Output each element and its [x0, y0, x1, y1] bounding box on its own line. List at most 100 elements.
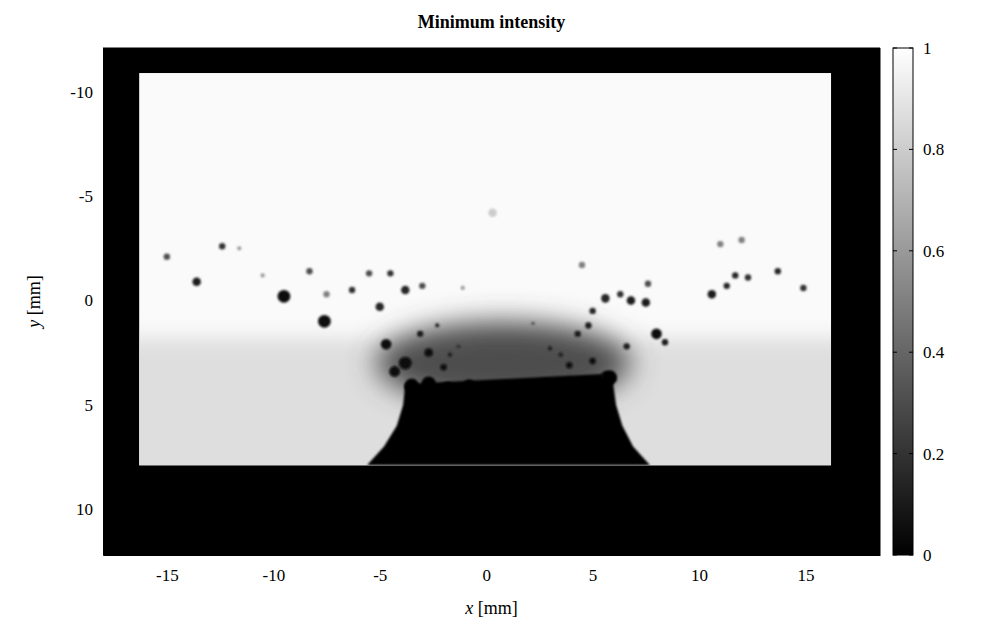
- plot-area: [103, 48, 880, 555]
- colorbar-tick: 0.8: [893, 140, 944, 159]
- x-tick: -15: [156, 549, 179, 585]
- droplet: [192, 277, 201, 286]
- droplet: [732, 272, 738, 278]
- droplet: [349, 287, 355, 293]
- droplet: [375, 302, 384, 311]
- x-tick: 10: [691, 549, 708, 585]
- droplet: [642, 298, 651, 307]
- droplet: [717, 241, 723, 247]
- x-tick-label: 5: [589, 566, 598, 585]
- droplet: [662, 339, 668, 345]
- droplet: [559, 353, 563, 357]
- droplet: [538, 379, 553, 394]
- droplet: [627, 296, 636, 305]
- colorbar-tick: 0.6: [893, 242, 944, 261]
- y-tick-mark: [103, 509, 109, 510]
- droplet: [589, 358, 595, 364]
- colorbar-tick-label: 1: [923, 39, 932, 58]
- droplet: [440, 364, 446, 370]
- field-content: [139, 209, 831, 466]
- droplet: [589, 308, 595, 314]
- x-tick-mark: [593, 549, 594, 555]
- droplet: [461, 286, 465, 290]
- droplet: [486, 382, 499, 395]
- colorbar-tick-label: 0.8: [923, 140, 944, 159]
- droplet: [424, 348, 433, 357]
- colorbar-tick-mark: [909, 149, 913, 150]
- droplet: [488, 209, 497, 218]
- droplet: [366, 270, 372, 276]
- colorbar-tick: 0: [893, 546, 932, 565]
- droplet: [645, 281, 651, 287]
- y-axis: -10 -5 0 5 10: [70, 49, 109, 556]
- x-tick-label: 15: [797, 566, 814, 585]
- droplet: [421, 376, 436, 391]
- colorbar-tick-mark: [893, 352, 897, 353]
- x-axis: -15 -10 -5 0 5 10 15: [104, 549, 881, 585]
- title: Minimum intensity: [418, 12, 566, 32]
- colorbar: 0 0.2 0.4 0.6 0.8 1: [893, 39, 945, 565]
- droplet: [601, 294, 610, 303]
- droplet: [278, 290, 291, 303]
- y-tick-label: 0: [85, 291, 94, 310]
- x-tick-mark: [805, 549, 806, 555]
- droplet: [775, 268, 781, 274]
- x-tick-mark: [167, 549, 168, 555]
- x-tick: -10: [262, 549, 285, 585]
- x-tick-label: -5: [373, 566, 387, 585]
- droplet: [164, 253, 170, 259]
- droplet: [448, 353, 452, 357]
- droplet: [708, 290, 717, 299]
- x-tick-label: 0: [482, 566, 491, 585]
- x-tick-mark: [273, 549, 274, 555]
- x-tick: 15: [797, 549, 814, 585]
- droplet: [585, 322, 591, 328]
- droplet: [318, 315, 331, 328]
- droplet: [306, 268, 312, 274]
- droplet: [417, 331, 423, 337]
- colorbar-tick-mark: [893, 453, 897, 454]
- y-tick: 0: [85, 291, 110, 310]
- frame-right: [880, 48, 881, 555]
- x-tick-label: 10: [691, 566, 708, 585]
- y-tick: -10: [70, 83, 109, 102]
- droplet: [745, 274, 751, 280]
- y-tick-label: -5: [79, 187, 93, 206]
- background: [103, 48, 880, 555]
- y-tick-mark: [103, 92, 109, 93]
- droplet: [237, 246, 241, 250]
- droplet: [602, 370, 617, 385]
- colorbar-tick-mark: [909, 250, 913, 251]
- y-tick-label: -10: [70, 83, 93, 102]
- chart: -15-10-5051015-10-50510Minimum intensity…: [0, 0, 997, 639]
- x-tick: -5: [373, 549, 387, 585]
- droplet: [441, 382, 454, 395]
- droplet: [548, 346, 552, 350]
- droplet: [404, 379, 419, 394]
- droplet: [419, 283, 425, 289]
- colorbar-tick-label: 0.2: [923, 445, 944, 464]
- droplet: [738, 237, 744, 243]
- x-axis-title: x [mm]: [464, 598, 518, 618]
- x-tick: 5: [589, 549, 598, 585]
- droplet: [623, 343, 629, 349]
- droplet: [387, 270, 393, 276]
- colorbar-tick-mark: [909, 48, 913, 49]
- x-tick: 0: [482, 549, 491, 585]
- droplet: [389, 366, 400, 377]
- droplet: [435, 323, 439, 327]
- y-tick: 10: [76, 500, 109, 519]
- droplet: [579, 262, 585, 268]
- y-tick: 5: [85, 396, 110, 415]
- y-axis-title: y [mm]: [24, 275, 44, 330]
- colorbar-gradient: [893, 48, 913, 555]
- colorbar-tick-label: 0.6: [923, 242, 944, 261]
- colorbar-tick-mark: [893, 149, 897, 150]
- y-axis-line: [103, 49, 104, 556]
- colorbar-tick-label: 0.4: [923, 343, 945, 362]
- droplet: [463, 380, 476, 393]
- droplet: [651, 329, 662, 340]
- droplet: [399, 357, 412, 370]
- colorbar-tick-mark: [893, 48, 897, 49]
- x-axis-line: [104, 555, 881, 556]
